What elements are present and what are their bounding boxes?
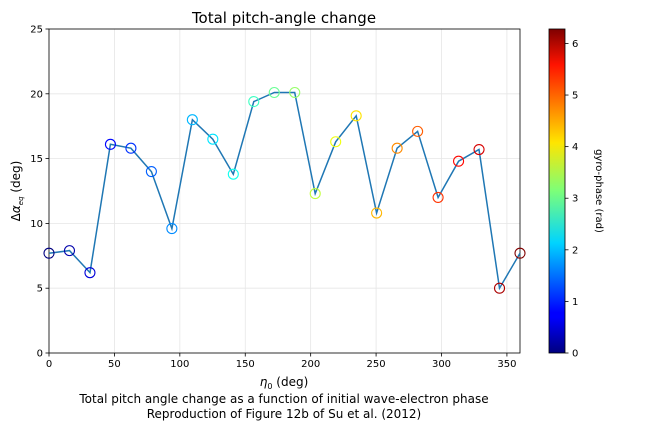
x-tick-label: 300 xyxy=(432,359,451,370)
grid-lines xyxy=(48,28,520,354)
data-point xyxy=(453,155,465,167)
data-point xyxy=(514,247,526,259)
series-line xyxy=(48,91,521,291)
data-point xyxy=(186,114,198,126)
data-point xyxy=(166,223,178,235)
colorbar-tick-label: 5 xyxy=(572,91,578,102)
x-tick-label: 100 xyxy=(170,359,189,370)
x-tick-label: 350 xyxy=(497,359,516,370)
caption-line-1: Total pitch angle change as a function o… xyxy=(78,392,488,406)
y-axis-ticks: 0 5 10 15 20 25 xyxy=(30,25,49,360)
data-point xyxy=(227,168,239,180)
x-tick-label: 200 xyxy=(301,359,320,370)
data-point xyxy=(43,247,55,259)
x-tick-label: 0 xyxy=(46,359,52,370)
colorbar-tick-label: 4 xyxy=(572,142,578,153)
data-point xyxy=(145,166,157,178)
caption-line-2: Reproduction of Figure 12b of Su et al. … xyxy=(147,407,422,421)
data-point xyxy=(104,138,116,150)
y-tick-label: 10 xyxy=(30,219,43,230)
data-point xyxy=(432,191,444,204)
data-point xyxy=(289,86,301,99)
y-axis-label: Δαeq (deg) xyxy=(9,161,25,222)
chart-title: Total pitch-angle change xyxy=(191,9,376,27)
x-axis-label: η0 (deg) xyxy=(260,375,309,391)
colorbar-tick-label: 3 xyxy=(572,194,578,205)
colorbar-tick-label: 0 xyxy=(572,349,578,360)
y-tick-label: 25 xyxy=(30,25,43,36)
colorbar-tick-label: 6 xyxy=(572,39,578,50)
data-point xyxy=(412,125,424,137)
data-point xyxy=(63,245,76,257)
y-tick-label: 20 xyxy=(30,89,43,100)
data-point xyxy=(248,96,260,108)
colorbar-label: gyro-phase (rad) xyxy=(593,149,604,233)
plot-frame xyxy=(48,28,521,354)
x-tick-label: 250 xyxy=(367,359,386,370)
x-axis-ticks: 0 50 100 150 200 250 300 350 xyxy=(46,353,516,370)
y-tick-label: 0 xyxy=(37,349,43,360)
data-point xyxy=(207,133,219,145)
data-point xyxy=(330,136,342,148)
data-point xyxy=(391,142,403,154)
data-point xyxy=(84,267,96,279)
data-point xyxy=(493,282,506,294)
y-tick-label: 15 xyxy=(30,154,43,165)
data-markers xyxy=(43,86,526,294)
colorbar-tick-label: 2 xyxy=(572,245,578,256)
data-point xyxy=(350,110,362,122)
data-point xyxy=(309,188,321,200)
data-point xyxy=(371,207,383,219)
colorbar-gradient xyxy=(548,28,566,354)
x-tick-label: 50 xyxy=(108,359,121,370)
colorbar: 0 1 2 3 4 5 6 gyro-phase (rad) xyxy=(548,28,604,360)
y-tick-label: 5 xyxy=(37,284,43,295)
colorbar-tick-label: 1 xyxy=(572,297,578,308)
x-tick-label: 150 xyxy=(236,359,255,370)
colorbar-ticks: 0 1 2 3 4 5 6 xyxy=(565,39,578,360)
data-point xyxy=(268,86,280,99)
data-point xyxy=(125,142,137,154)
data-point xyxy=(473,143,485,156)
